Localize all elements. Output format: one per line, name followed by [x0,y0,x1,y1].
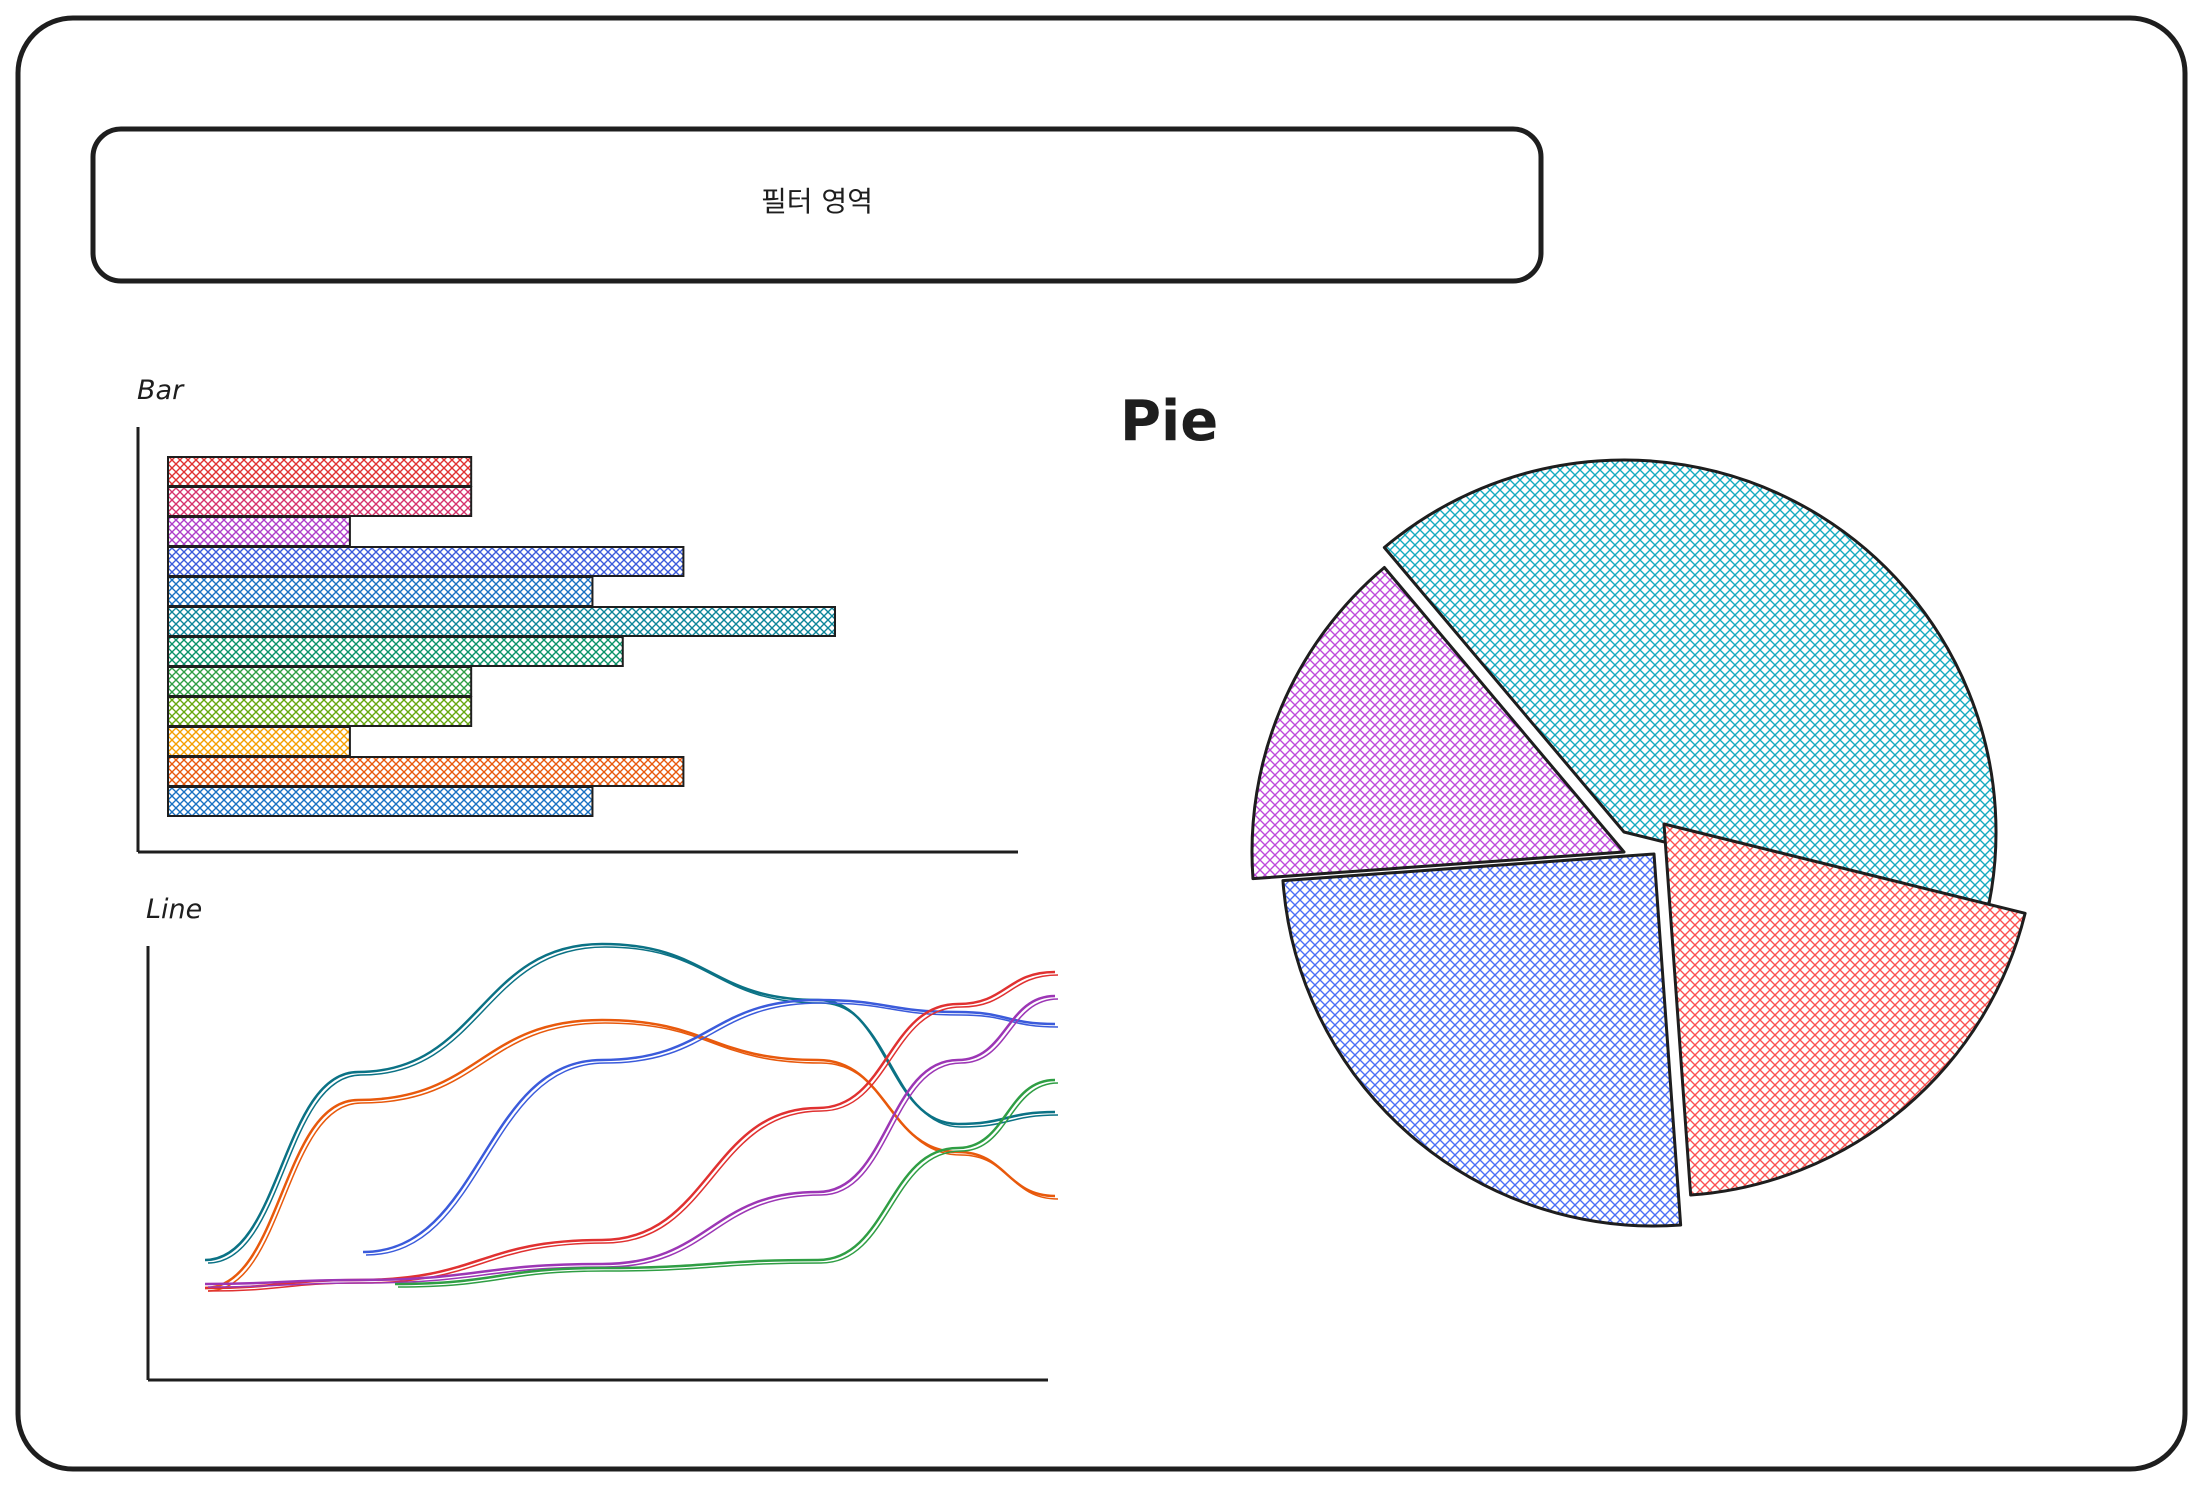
bar-1 [167,456,473,487]
filter-area[interactable]: 필터 영역 [90,126,1544,284]
line-series-3-sketch [365,1002,1059,1256]
pie-chart-slices [1250,458,2027,1228]
bar-3 [167,516,351,547]
line-series-6-sketch [397,1082,1059,1288]
line-chart-series [204,942,1059,1292]
pie-slice-1 [1382,458,1998,923]
bar-12 [167,786,594,817]
line-series-2 [204,1018,1056,1290]
bar-chart-bars [167,456,836,817]
line-series-5 [204,994,1056,1286]
line-series-5-sketch [207,998,1059,1288]
line-series-3 [362,998,1056,1254]
bar-11 [167,756,685,787]
bar-9 [167,696,473,727]
bar-2 [167,486,473,517]
pie-slice-4 [1250,565,1626,881]
dashboard-frame [15,15,2188,1472]
bar-chart: Bar [136,375,1018,854]
filter-area-label: 필터 영역 [761,185,873,218]
bar-chart-title: Bar [137,375,185,406]
pie-slice-3 [1281,852,1683,1228]
bar-7 [167,636,624,667]
line-series-1 [204,942,1056,1262]
bar-8 [167,666,473,697]
pie-slice-2 [1662,822,2027,1197]
bar-6 [167,606,836,637]
filter-area-box[interactable] [90,126,1544,284]
line-series-2-sketch [207,1022,1059,1292]
line-chart: Line [146,894,1059,1382]
line-series-6 [394,1078,1056,1286]
pie-chart: Pie [1120,389,2027,1228]
pie-chart-title: Pie [1120,389,1218,454]
bar-5 [167,576,594,607]
line-chart-title: Line [146,894,202,925]
line-series-1-sketch [207,946,1059,1264]
bar-10 [167,726,351,757]
bar-4 [167,546,685,577]
